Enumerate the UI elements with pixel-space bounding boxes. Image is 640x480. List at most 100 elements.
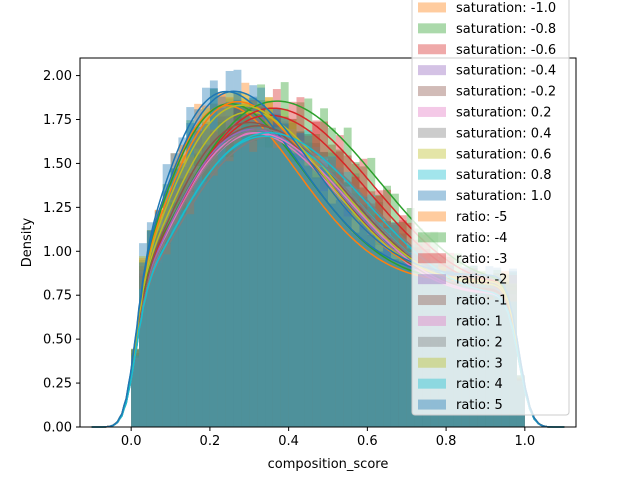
bar [288, 138, 297, 427]
x-tick-label: 0.4 [278, 434, 299, 449]
bar [225, 123, 234, 427]
bar [320, 121, 328, 427]
bar [406, 267, 415, 427]
bar [351, 202, 360, 427]
bar [328, 159, 336, 427]
legend-swatch [418, 23, 446, 34]
bar [209, 148, 218, 428]
bar [398, 261, 407, 427]
bar [406, 207, 415, 427]
bar [383, 256, 391, 427]
bar [383, 220, 391, 427]
bar [343, 190, 352, 427]
bar [406, 268, 415, 427]
bar [343, 201, 352, 427]
bar [320, 181, 328, 427]
bar [280, 128, 289, 428]
bar [272, 148, 281, 427]
bar [367, 206, 376, 427]
x-tick-label: 0.6 [357, 434, 378, 449]
bar [343, 216, 352, 427]
bar [209, 145, 218, 427]
bar [146, 222, 155, 427]
bar [335, 199, 344, 427]
bar [146, 254, 155, 427]
bar [296, 140, 305, 427]
bar [335, 201, 344, 427]
bar [304, 167, 313, 427]
bar [233, 110, 242, 428]
bar [194, 161, 203, 427]
bar [328, 211, 336, 427]
bar [139, 276, 147, 427]
bar [154, 239, 163, 427]
bar [209, 143, 218, 427]
bar [328, 144, 336, 427]
bar [162, 223, 171, 427]
bar [367, 246, 376, 427]
bar [225, 161, 234, 427]
bar [154, 209, 163, 427]
bar [375, 227, 384, 427]
bar [375, 225, 384, 427]
bar [225, 157, 234, 427]
bar [304, 142, 313, 427]
bar [390, 223, 399, 427]
bar [194, 169, 203, 427]
bar [170, 199, 179, 427]
bar [351, 163, 360, 427]
bar [170, 207, 179, 427]
bar [328, 198, 336, 427]
bar [131, 348, 140, 427]
bar [131, 361, 140, 427]
bar [170, 221, 179, 427]
bar [296, 156, 305, 428]
bar [288, 129, 297, 427]
bar [154, 221, 163, 427]
bar [375, 194, 384, 427]
bar [280, 125, 289, 427]
x-tick-label: 0.8 [436, 434, 457, 449]
bar [202, 169, 210, 427]
bar [320, 156, 328, 428]
bar [272, 135, 281, 427]
bar [367, 232, 376, 427]
bar [390, 267, 399, 427]
bar [154, 260, 163, 427]
bar [178, 208, 187, 427]
bar [139, 279, 147, 427]
bar [390, 246, 399, 427]
bar [225, 96, 234, 427]
bar [233, 92, 242, 427]
bar [194, 148, 203, 427]
bar [194, 154, 203, 427]
bar [265, 97, 273, 428]
bar [225, 128, 234, 427]
x-axis-ticks: 0.0 0.2 0.4 0.6 0.8 1.0 [121, 427, 535, 449]
bar [335, 177, 344, 427]
legend-swatch [418, 232, 446, 243]
bar [194, 166, 203, 427]
series-5-bars [131, 114, 525, 428]
bar [170, 220, 179, 427]
legend-entry: ratio: 4 [456, 377, 503, 392]
bar [312, 120, 321, 427]
bar [131, 355, 140, 427]
bar [406, 245, 415, 427]
bar [178, 194, 187, 427]
bar [296, 159, 305, 427]
bar [249, 140, 258, 427]
bar [194, 201, 203, 427]
bar [288, 143, 297, 427]
bar [217, 143, 226, 427]
bar [351, 208, 360, 427]
bar [272, 118, 281, 427]
bar [139, 257, 147, 427]
bar [146, 263, 155, 427]
bar [178, 227, 187, 427]
bar [304, 154, 313, 427]
bar [162, 244, 171, 427]
bar [225, 157, 234, 427]
bar [343, 237, 352, 427]
bar [320, 167, 328, 427]
